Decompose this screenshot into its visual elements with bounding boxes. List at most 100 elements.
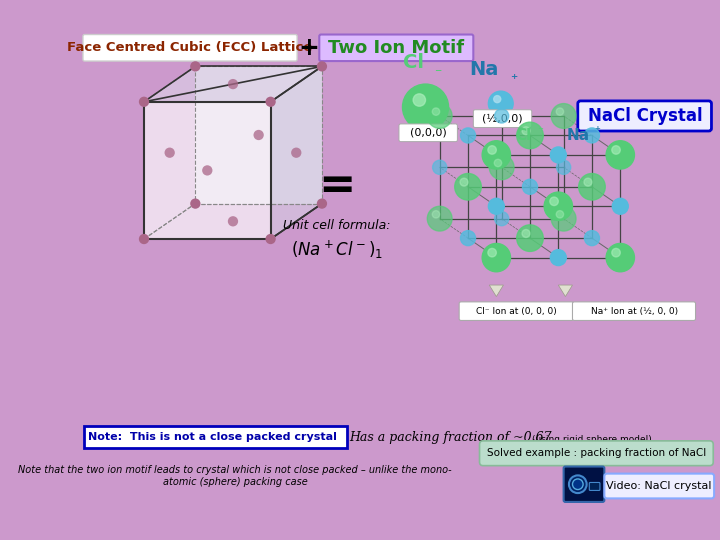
Circle shape bbox=[606, 244, 634, 272]
Text: Note:  This is not a close packed crystal: Note: This is not a close packed crystal bbox=[89, 433, 337, 442]
Point bbox=[164, 148, 176, 157]
FancyBboxPatch shape bbox=[577, 101, 711, 131]
Text: (0,0,0): (0,0,0) bbox=[410, 128, 446, 138]
Circle shape bbox=[495, 212, 509, 226]
Text: Cl: Cl bbox=[516, 128, 532, 143]
Circle shape bbox=[556, 211, 564, 218]
Text: +: + bbox=[298, 36, 319, 60]
FancyBboxPatch shape bbox=[604, 474, 714, 498]
Circle shape bbox=[556, 108, 564, 116]
Circle shape bbox=[522, 127, 530, 135]
Polygon shape bbox=[271, 66, 322, 239]
Circle shape bbox=[550, 147, 567, 163]
Text: Na⁺ Ion at (½, 0, 0): Na⁺ Ion at (½, 0, 0) bbox=[591, 307, 678, 316]
Text: Solved example : packing fraction of NaCl: Solved example : packing fraction of NaC… bbox=[487, 448, 706, 458]
FancyBboxPatch shape bbox=[564, 467, 604, 502]
Text: ⁺: ⁺ bbox=[595, 126, 600, 136]
Circle shape bbox=[488, 146, 496, 154]
Circle shape bbox=[494, 159, 502, 167]
FancyBboxPatch shape bbox=[572, 302, 696, 320]
Circle shape bbox=[494, 96, 501, 103]
Point bbox=[316, 62, 328, 71]
Point bbox=[228, 80, 239, 89]
Circle shape bbox=[402, 84, 449, 130]
FancyBboxPatch shape bbox=[480, 441, 714, 465]
Circle shape bbox=[557, 160, 571, 174]
FancyBboxPatch shape bbox=[589, 482, 600, 490]
Circle shape bbox=[517, 225, 544, 252]
Circle shape bbox=[612, 198, 629, 214]
Text: Unit cell formula:: Unit cell formula: bbox=[283, 219, 391, 232]
Polygon shape bbox=[195, 66, 322, 204]
Text: $\left(Na^+Cl^-\right)_1$: $\left(Na^+Cl^-\right)_1$ bbox=[291, 239, 383, 261]
Point bbox=[189, 199, 201, 208]
Circle shape bbox=[569, 475, 587, 493]
Text: ⁻: ⁻ bbox=[537, 126, 543, 136]
Text: Video: NaCl crystal: Video: NaCl crystal bbox=[606, 481, 712, 491]
Polygon shape bbox=[144, 102, 271, 239]
Text: =: = bbox=[318, 164, 356, 207]
FancyBboxPatch shape bbox=[83, 35, 297, 61]
Circle shape bbox=[427, 206, 452, 231]
Circle shape bbox=[427, 104, 452, 129]
Point bbox=[253, 131, 264, 139]
Circle shape bbox=[482, 141, 510, 169]
Text: atomic (sphere) packing case: atomic (sphere) packing case bbox=[163, 477, 307, 488]
Circle shape bbox=[432, 211, 440, 218]
Point bbox=[228, 217, 239, 226]
Point bbox=[189, 62, 201, 71]
Circle shape bbox=[550, 197, 558, 206]
Circle shape bbox=[612, 146, 621, 154]
Text: ⁻: ⁻ bbox=[434, 66, 442, 80]
FancyBboxPatch shape bbox=[399, 124, 457, 141]
Point bbox=[290, 148, 302, 157]
Point bbox=[265, 235, 276, 244]
Text: NaCl Crystal: NaCl Crystal bbox=[588, 107, 703, 125]
Circle shape bbox=[572, 479, 583, 490]
Polygon shape bbox=[490, 285, 503, 296]
Point bbox=[265, 98, 276, 106]
Circle shape bbox=[461, 231, 475, 246]
Circle shape bbox=[488, 91, 513, 116]
Circle shape bbox=[455, 173, 481, 200]
FancyBboxPatch shape bbox=[319, 35, 473, 61]
Circle shape bbox=[488, 198, 504, 214]
FancyBboxPatch shape bbox=[84, 426, 347, 448]
Circle shape bbox=[432, 108, 440, 116]
Text: Cl: Cl bbox=[402, 53, 424, 72]
Polygon shape bbox=[558, 285, 572, 296]
Point bbox=[202, 166, 213, 175]
Text: (½,0,0): (½,0,0) bbox=[482, 113, 523, 124]
Point bbox=[316, 199, 328, 208]
Text: Note that the two ion motif leads to crystal which is not close packed – unlike : Note that the two ion motif leads to cry… bbox=[19, 465, 452, 475]
Text: Has a packing fraction of ~0.67: Has a packing fraction of ~0.67 bbox=[349, 431, 552, 444]
FancyBboxPatch shape bbox=[459, 302, 573, 320]
Circle shape bbox=[612, 248, 621, 257]
Circle shape bbox=[488, 248, 496, 257]
Circle shape bbox=[517, 122, 544, 148]
Polygon shape bbox=[144, 66, 322, 102]
Text: Face Centred Cubic (FCC) Lattice: Face Centred Cubic (FCC) Lattice bbox=[68, 41, 312, 55]
Text: ⁺: ⁺ bbox=[510, 73, 517, 87]
Point bbox=[138, 98, 150, 106]
Circle shape bbox=[585, 231, 600, 246]
Circle shape bbox=[579, 173, 606, 200]
Circle shape bbox=[522, 230, 530, 238]
Text: Na: Na bbox=[469, 60, 499, 79]
Circle shape bbox=[584, 178, 592, 186]
Text: Two Ion Motif: Two Ion Motif bbox=[328, 39, 464, 57]
Circle shape bbox=[606, 141, 634, 169]
Circle shape bbox=[461, 128, 475, 143]
Point bbox=[138, 235, 150, 244]
Circle shape bbox=[413, 94, 426, 106]
Circle shape bbox=[585, 128, 600, 143]
Circle shape bbox=[433, 160, 447, 174]
Circle shape bbox=[460, 178, 468, 186]
Text: Cl⁻ Ion at (0, 0, 0): Cl⁻ Ion at (0, 0, 0) bbox=[477, 307, 557, 316]
Circle shape bbox=[544, 192, 572, 220]
Circle shape bbox=[495, 109, 509, 123]
Circle shape bbox=[523, 179, 538, 194]
Text: (using rigid sphere model): (using rigid sphere model) bbox=[532, 435, 652, 444]
Circle shape bbox=[550, 249, 567, 266]
Circle shape bbox=[552, 206, 576, 231]
